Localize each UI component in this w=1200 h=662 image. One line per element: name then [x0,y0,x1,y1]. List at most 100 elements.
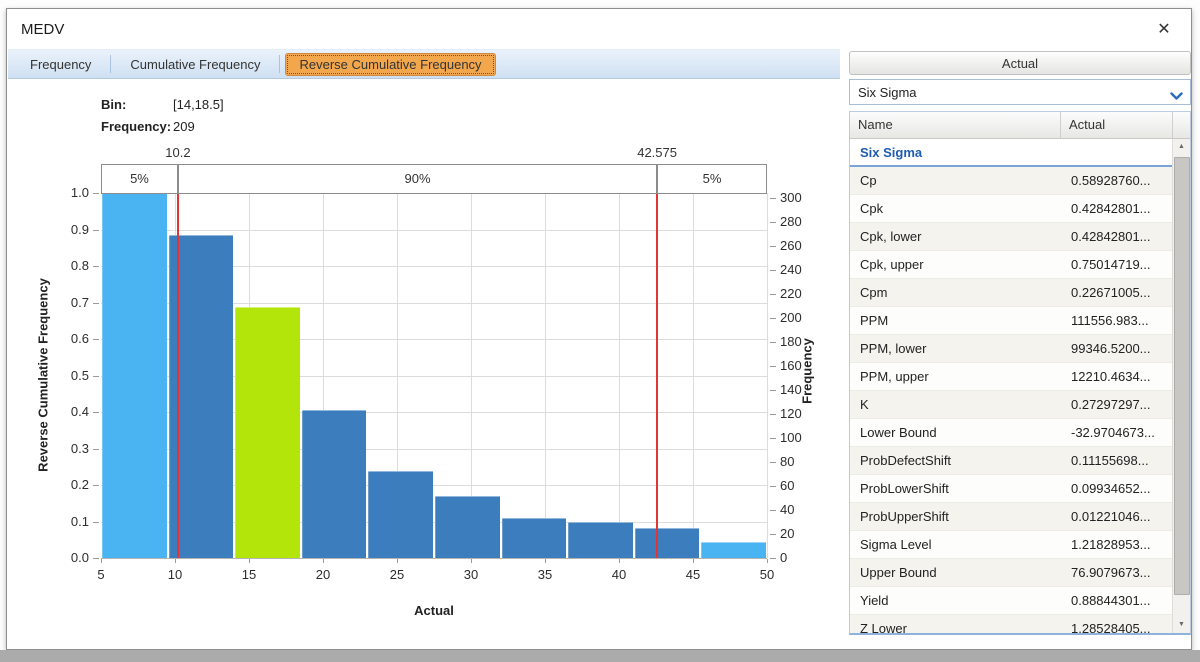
actual-panel-button[interactable]: Actual [849,51,1191,75]
bin-freq-label: Frequency: [101,119,172,134]
left-tick-label: 0.3 [70,440,89,456]
stat-name: Cpk, lower [860,229,922,244]
marker-line[interactable] [656,193,659,558]
table-row[interactable]: Cpk, upper 0.75014719... [850,251,1173,279]
histogram-bar[interactable] [368,471,433,558]
statistics-table-header: Name Actual [850,112,1190,139]
left-axis-title: Reverse Cumulative Frequency [35,278,51,472]
table-row[interactable]: Sigma Level 1.21828953... [850,531,1173,559]
left-tick-mark [93,448,99,450]
close-icon[interactable]: ✕ [1157,21,1171,38]
right-tick-mark [770,509,776,511]
scrollbar-thumb[interactable] [1174,157,1190,595]
tab-reverse-cumulative-frequency[interactable]: Reverse Cumulative Frequency [285,52,496,76]
right-tick-mark [770,341,776,343]
right-tick-mark [770,365,776,367]
table-row[interactable]: ProbUpperShift 0.01221046... [850,503,1173,531]
x-axis-line [101,558,767,559]
right-tick-label: 120 [780,405,802,421]
stat-value: 99346.5200... [1071,341,1151,356]
right-tick-mark [770,221,776,223]
statistics-dropdown[interactable]: Six Sigma [849,79,1191,105]
percent-band-cell: 90% [177,164,658,194]
gridline-horizontal [101,521,767,523]
table-row[interactable]: Cpk 0.42842801... [850,195,1173,223]
table-scrollbar[interactable]: ▲ ▼ [1172,139,1190,633]
tab-cumulative-frequency[interactable]: Cumulative Frequency [130,56,261,72]
stat-value: 0.11155698... [1071,453,1149,468]
table-row[interactable]: Lower Bound -32.9704673... [850,419,1173,447]
gridline-horizontal [101,448,767,450]
marker-value-label: 10.2 [165,145,191,160]
tab-separator [110,55,112,73]
histogram-bar[interactable] [501,518,567,558]
gridline-vertical [767,193,768,558]
table-row[interactable]: ProbDefectShift 0.11155698... [850,447,1173,475]
right-tick-mark [770,245,776,247]
histogram-bar[interactable] [701,541,766,558]
x-tick-mark [693,559,694,563]
gridline-horizontal [101,266,767,267]
gridline-horizontal [101,412,767,413]
bin-label: Bin: [101,97,127,112]
right-tick-label: 80 [780,453,795,469]
table-group-row[interactable]: Six Sigma [850,139,1173,167]
tab-frequency[interactable]: Frequency [30,56,92,72]
column-header-name[interactable]: Name [850,112,1061,138]
stat-name: Cpm [860,285,888,300]
x-tick-label: 15 [241,567,257,582]
stat-value: 0.75014719... [1071,257,1151,272]
histogram-bar[interactable] [168,234,234,558]
table-row[interactable]: Upper Bound 76.9079673... [850,559,1173,587]
histogram-bar[interactable] [102,193,167,558]
histogram-bar[interactable] [634,528,700,558]
table-row[interactable]: PPM, lower 99346.5200... [850,335,1173,363]
table-row[interactable]: PPM, upper 12210.4634... [850,363,1173,391]
stat-name: Cp [860,173,877,188]
scroll-up-icon[interactable]: ▲ [1178,143,1185,150]
histogram-bar[interactable] [568,521,633,558]
x-tick-label: 5 [97,567,105,582]
right-axis-title: Frequency [799,338,815,404]
histogram-bar-selected[interactable] [235,306,300,558]
x-tick-label: 30 [463,567,479,582]
table-row[interactable]: PPM 111556.983... [850,307,1173,335]
right-tick-label: 260 [780,237,802,253]
table-row[interactable]: Cpm 0.22671005... [850,279,1173,307]
column-header-actual[interactable]: Actual [1061,112,1173,138]
chevron-down-icon [1170,89,1183,104]
right-tick-label: 300 [780,189,802,205]
histogram-bar[interactable] [435,495,500,558]
statistics-table: Name Actual Six Sigma Cp 0.58928760... Cpk 0… [849,111,1191,635]
left-tick-mark [93,375,99,377]
table-row[interactable]: Cp 0.58928760... [850,167,1173,195]
stat-value: 1.28528405... [1071,621,1151,633]
left-tick-label: 0.5 [70,367,89,383]
right-tick-label: 220 [780,285,802,301]
right-tick-label: 200 [780,309,802,325]
left-tick-mark [93,302,99,304]
table-row[interactable]: Yield 0.88844301... [850,587,1173,615]
left-tick-mark [93,193,99,194]
right-tick-mark [770,485,776,487]
stat-name: K [860,397,869,412]
left-tick-label: 0.2 [70,477,89,492]
right-tick-mark [770,413,776,415]
tab-separator [279,55,281,73]
tab-strip: Frequency Cumulative Frequency Reverse Cum… [8,49,840,79]
scroll-down-icon[interactable]: ▼ [1178,621,1185,628]
table-row[interactable]: ProbLowerShift 0.09934652... [850,475,1173,503]
left-tick-label: 1.0 [70,185,89,200]
stat-value: 0.22671005... [1071,285,1151,300]
stat-name: Yield [860,593,889,608]
table-row[interactable]: K 0.27297297... [850,391,1173,419]
right-tick-mark [770,558,776,559]
column-header-blank [1173,112,1190,138]
stat-name: Upper Bound [860,565,937,580]
table-row[interactable]: Cpk, lower 0.42842801... [850,223,1173,251]
table-row[interactable]: Z Lower 1.28528405... [850,615,1173,633]
x-tick-mark [175,559,176,563]
marker-line[interactable] [176,193,179,558]
x-tick-label: 40 [611,567,627,582]
histogram-bar[interactable] [301,410,367,558]
